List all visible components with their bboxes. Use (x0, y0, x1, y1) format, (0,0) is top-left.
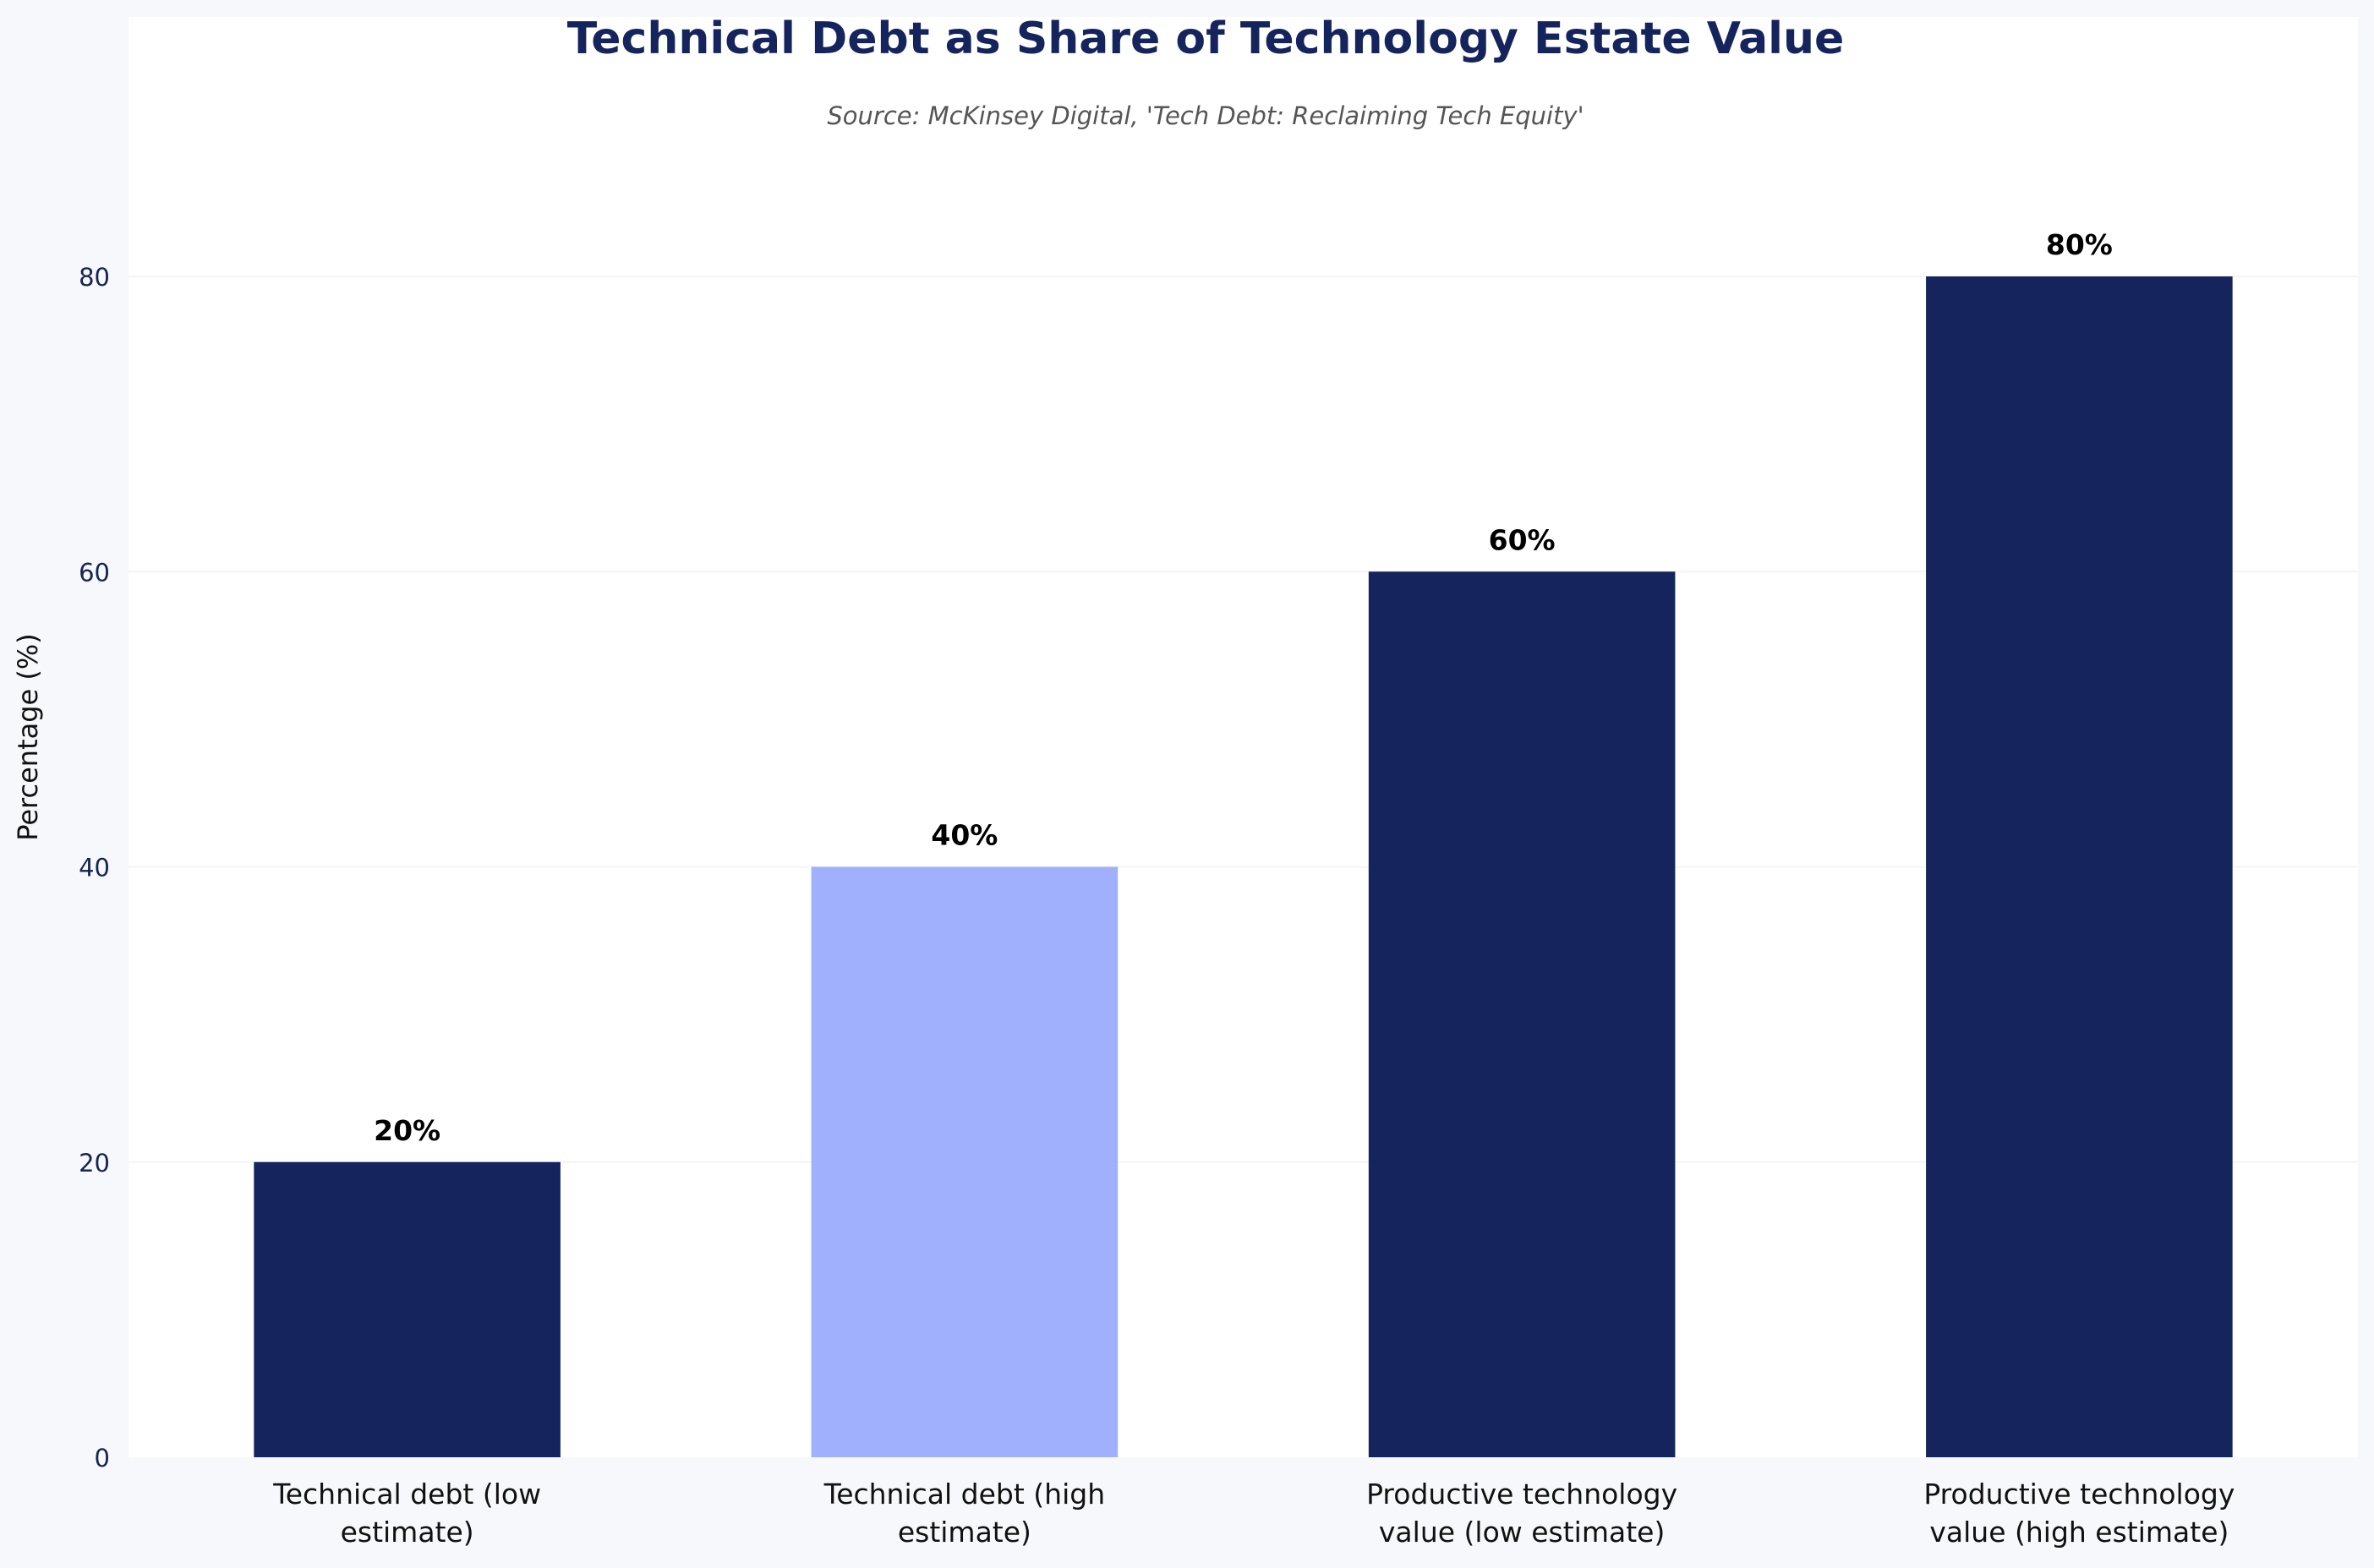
y-axis-ticks: 0 20 40 60 80 (79, 263, 110, 1472)
x-tick-label: Productive technology value (low estimate… (1366, 1478, 1677, 1549)
chart-title: Technical Debt as Share of Technology Es… (567, 14, 1845, 64)
bars (254, 276, 2233, 1457)
chart-subtitle: Source: McKinsey Digital, 'Tech Debt: Re… (827, 101, 1584, 130)
bar-value-label: 80% (2046, 228, 2113, 261)
y-tick-label: 60 (79, 558, 110, 587)
bar-value-label: 60% (1489, 523, 1556, 556)
y-axis-label: Percentage (%) (12, 633, 44, 841)
bar-value-label: 40% (931, 819, 998, 852)
y-tick-label: 80 (79, 263, 110, 292)
bar (254, 1161, 561, 1457)
bar (1926, 276, 2233, 1457)
x-tick-label: Technical debt (high estimate) (823, 1478, 1105, 1549)
bar-value-label: 20% (374, 1114, 440, 1147)
y-tick-label: 20 (79, 1149, 110, 1177)
y-tick-label: 0 (95, 1444, 110, 1472)
y-tick-label: 40 (79, 854, 110, 882)
x-tick-label: Technical debt (low estimate) (272, 1478, 541, 1549)
bar-value-labels: 20% 40% 60% 80% (374, 228, 2113, 1147)
bar (811, 866, 1119, 1457)
bar (1368, 571, 1676, 1457)
x-axis-ticks: Technical debt (low estimate) Technical de… (272, 1478, 2235, 1549)
x-tick-label: Productive technology value (high estimat… (1923, 1478, 2235, 1549)
